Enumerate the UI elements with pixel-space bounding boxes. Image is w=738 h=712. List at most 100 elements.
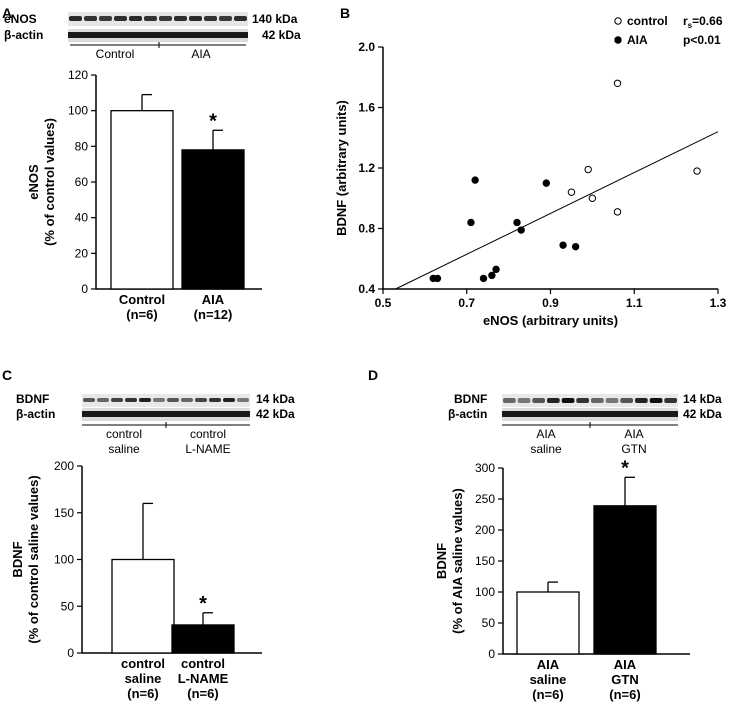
chart-a-category-label: (n=12) (194, 307, 233, 322)
chart-d-category-label: (n=6) (532, 687, 563, 702)
chart-b-x-tick-label: 1.1 (626, 296, 643, 310)
chart-b-y-tick-label: 1.2 (358, 161, 375, 175)
blot-d-loading-kda: 42 kDa (683, 407, 722, 421)
panel-letter-b: B (340, 5, 350, 21)
chart-b-point-aia (571, 242, 580, 251)
blot-band (591, 398, 604, 403)
blot-band (153, 398, 165, 402)
chart-b-legend-label: AIA (627, 33, 648, 47)
chart-b-point-control (588, 194, 597, 202)
blot-band (195, 398, 207, 402)
chart-c-y-tick-label: 0 (67, 646, 74, 660)
chart-c-category-label: saline (125, 671, 162, 686)
chart-b-point-aia (492, 265, 500, 274)
western-blot-c: BDNF β-actin 14 kDa 42 kDa control salin… (16, 392, 295, 456)
chart-b-point-aia (513, 218, 521, 227)
blot-band (517, 398, 531, 403)
blot-a-loading-label: β-actin (4, 28, 43, 42)
blot-a-group-control: Control (96, 47, 135, 61)
chart-b-point-control (584, 165, 592, 174)
blot-band (204, 16, 217, 21)
blot-band (159, 16, 172, 21)
blot-band (605, 398, 619, 403)
chart-a-category-label: (n=6) (126, 307, 157, 322)
chart-d-bar-0 (516, 591, 580, 655)
chart-b-legend: control AIA (614, 14, 668, 47)
blot-band (181, 398, 193, 402)
chart-b-y-tick-label: 1.6 (358, 101, 375, 115)
blot-d-group1-line1: AIA (536, 427, 555, 441)
blot-c-group2-line1: control (190, 427, 226, 441)
chart-b-y-tick-label: 0.8 (358, 222, 375, 236)
blot-band (97, 398, 109, 402)
chart-d-significance: * (621, 457, 629, 479)
panel-letter-a: A (2, 5, 12, 21)
chart-a-category-label: AIA (202, 292, 225, 307)
chart-c-bar-1 (171, 624, 235, 654)
western-blot-d: BDNF β-actin 14 kDa 42 kDa AIA saline AI… (448, 392, 722, 456)
chart-b-x-tick-label: 0.7 (458, 296, 475, 310)
chart-d-category-label: GTN (611, 672, 638, 687)
chart-a-y-label-sub: (% of control values) (42, 118, 57, 246)
chart-a-y-tick-label: 20 (75, 246, 89, 260)
blot-band (576, 398, 589, 403)
blot-d-protein-label: BDNF (454, 392, 487, 406)
panel-letter-d: D (368, 367, 378, 383)
blot-band (664, 398, 677, 403)
chart-c-y-label-main: BDNF (10, 541, 25, 577)
chart-c-category-label: L-NAME (178, 671, 229, 686)
chart-b-legend-label: control (627, 14, 668, 28)
chart-c-bdnf-bar: 0 50 100 150 200 BDNF (% of control saline val… (10, 459, 262, 701)
chart-a-significance: * (209, 110, 217, 132)
chart-b-point-aia (517, 226, 525, 234)
chart-c-y-label-sub: (% of control saline values) (26, 475, 41, 643)
blot-c-protein-bands (83, 398, 249, 402)
chart-d-y-label-main: BDNF (434, 543, 449, 579)
blot-band (83, 398, 95, 402)
chart-b-point-control (613, 208, 622, 216)
blot-d-loading-band (502, 411, 678, 417)
blot-c-loading-label: β-actin (16, 407, 55, 421)
chart-a-enos-bar: 0 20 40 60 80 100 120 eNOS (% of control values)… (26, 68, 262, 322)
chart-d-category-label: (n=6) (609, 687, 640, 702)
chart-b-y-tick-label: 0.4 (358, 282, 375, 296)
chart-d-category-label: AIA (537, 657, 560, 672)
blot-d-protein-kda: 14 kDa (683, 392, 722, 406)
blot-band (649, 398, 663, 403)
chart-d-bar-1 (593, 505, 657, 655)
blot-c-protein-kda: 14 kDa (256, 392, 295, 406)
chart-a-bar-0 (110, 110, 174, 290)
chart-b-point-control (567, 188, 576, 196)
chart-d-y-tick-label: 50 (482, 616, 496, 630)
chart-d-bdnf-bar: 0 50 100 150 200 250 300 BDNF (% of AIA saline v… (434, 457, 690, 702)
blot-band (84, 16, 97, 21)
chart-a-y-tick-label: 60 (75, 175, 89, 189)
blot-c-group1-line2: saline (108, 442, 140, 456)
chart-a-y-tick-label: 120 (68, 68, 88, 82)
chart-a-bar-1 (181, 149, 245, 290)
blot-d-group1-line2: saline (530, 442, 562, 456)
chart-b-x-label: eNOS (arbitrary units) (483, 313, 618, 328)
chart-a-y-tick-label: 40 (75, 211, 89, 225)
chart-c-significance: * (199, 593, 207, 615)
blot-band (223, 398, 235, 402)
chart-b-point-control (613, 79, 622, 88)
chart-d-category-label: saline (530, 672, 567, 687)
chart-b-regression-line (395, 131, 719, 290)
chart-b-point-aia (467, 218, 475, 227)
blot-c-loading-band (82, 411, 250, 417)
blot-band (189, 16, 202, 21)
chart-d-y-tick-label: 100 (475, 585, 495, 599)
chart-b-p-value: p<0.01 (683, 33, 721, 47)
chart-d-y-label-sub: (% of AIA saline values) (450, 488, 465, 634)
blot-d-loading-label: β-actin (448, 407, 487, 421)
blot-a-loading-band (68, 32, 248, 38)
blot-band (129, 16, 142, 21)
blot-a-loading-kda: 42 kDa (262, 28, 301, 42)
chart-b-point-aia (479, 274, 488, 283)
blot-band (144, 16, 157, 21)
chart-d-y-tick-label: 0 (488, 647, 495, 661)
chart-b-y-tick-label: 2.0 (358, 40, 375, 54)
blot-band (503, 398, 516, 403)
